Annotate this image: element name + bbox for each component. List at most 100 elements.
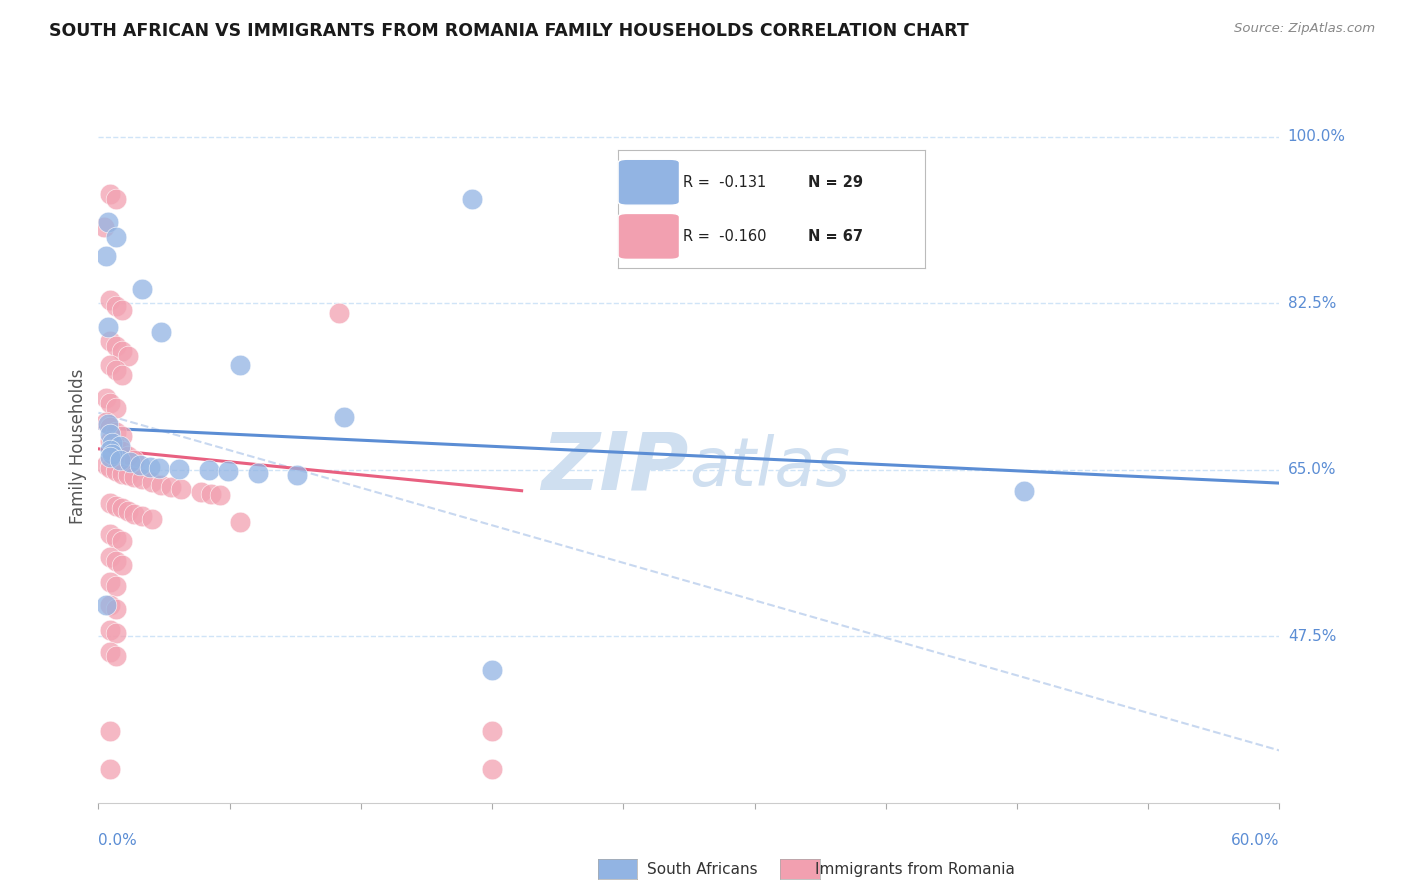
- Point: [117, 504, 139, 518]
- Point: [481, 724, 503, 739]
- Point: [122, 453, 145, 467]
- Point: [229, 358, 252, 372]
- Point: [96, 458, 118, 472]
- Point: [105, 401, 128, 415]
- Text: 47.5%: 47.5%: [1288, 629, 1336, 644]
- Point: [96, 392, 118, 406]
- Point: [105, 339, 128, 353]
- Point: [105, 363, 128, 377]
- Point: [111, 302, 134, 317]
- Point: [111, 558, 134, 572]
- Point: [217, 464, 239, 478]
- Point: [111, 343, 134, 358]
- Text: atlas: atlas: [689, 434, 851, 500]
- Point: [141, 475, 163, 490]
- Text: SOUTH AFRICAN VS IMMIGRANTS FROM ROMANIA FAMILY HOUSEHOLDS CORRELATION CHART: SOUTH AFRICAN VS IMMIGRANTS FROM ROMANIA…: [49, 22, 969, 40]
- Point: [105, 601, 128, 615]
- Point: [98, 550, 121, 565]
- Point: [141, 512, 163, 526]
- Point: [98, 724, 121, 739]
- Point: [98, 426, 121, 441]
- Point: [98, 186, 121, 201]
- Point: [246, 466, 269, 480]
- Text: 65.0%: 65.0%: [1288, 462, 1336, 477]
- Point: [98, 527, 121, 541]
- Point: [97, 417, 120, 431]
- Point: [461, 192, 484, 206]
- Point: [98, 496, 121, 510]
- Point: [96, 415, 118, 429]
- Text: 60.0%: 60.0%: [1232, 833, 1279, 848]
- Point: [98, 442, 121, 457]
- Point: [108, 453, 131, 467]
- Point: [98, 334, 121, 349]
- Point: [131, 509, 153, 524]
- Point: [105, 554, 128, 568]
- Point: [229, 515, 252, 529]
- Point: [111, 500, 134, 515]
- Point: [117, 449, 139, 463]
- Point: [197, 463, 219, 477]
- Point: [131, 472, 153, 486]
- Point: [131, 282, 153, 296]
- Point: [1012, 483, 1035, 498]
- Point: [105, 229, 128, 244]
- Point: [167, 462, 190, 476]
- Point: [118, 455, 141, 469]
- Point: [105, 299, 128, 313]
- Point: [111, 534, 134, 549]
- Point: [122, 507, 145, 521]
- Text: Source: ZipAtlas.com: Source: ZipAtlas.com: [1234, 22, 1375, 36]
- Point: [481, 663, 503, 677]
- Point: [98, 763, 121, 777]
- Point: [111, 429, 134, 443]
- Point: [96, 249, 118, 263]
- Y-axis label: Family Households: Family Households: [69, 368, 87, 524]
- Point: [328, 306, 350, 320]
- Text: South Africans: South Africans: [647, 863, 758, 877]
- Point: [117, 468, 139, 483]
- Point: [98, 645, 121, 659]
- Point: [190, 484, 212, 499]
- Point: [98, 461, 121, 475]
- Text: 0.0%: 0.0%: [98, 833, 138, 848]
- Point: [111, 467, 134, 481]
- Point: [96, 598, 118, 612]
- Point: [122, 470, 145, 484]
- Point: [101, 436, 124, 450]
- Point: [148, 461, 170, 475]
- Point: [285, 467, 308, 482]
- Point: [97, 320, 120, 334]
- Point: [200, 486, 222, 500]
- Point: [105, 649, 128, 664]
- Point: [105, 531, 128, 545]
- Point: [108, 439, 131, 453]
- Point: [138, 459, 160, 474]
- Point: [98, 623, 121, 637]
- Point: [111, 443, 134, 458]
- Point: [333, 410, 356, 425]
- Text: 100.0%: 100.0%: [1288, 129, 1346, 145]
- Point: [150, 325, 173, 339]
- Point: [101, 447, 124, 461]
- Point: [170, 482, 193, 496]
- Text: 82.5%: 82.5%: [1288, 296, 1336, 310]
- Point: [128, 458, 150, 472]
- Point: [98, 450, 121, 465]
- Point: [117, 349, 139, 363]
- Point: [105, 579, 128, 593]
- Point: [98, 434, 121, 449]
- Point: [150, 478, 173, 492]
- Point: [98, 358, 121, 372]
- Point: [209, 488, 232, 502]
- Point: [98, 575, 121, 590]
- Point: [105, 192, 128, 206]
- Point: [93, 220, 115, 235]
- Point: [160, 480, 183, 494]
- Point: [105, 425, 128, 439]
- Point: [98, 396, 121, 410]
- Point: [105, 464, 128, 478]
- Point: [98, 420, 121, 434]
- Point: [105, 626, 128, 640]
- Point: [98, 293, 121, 308]
